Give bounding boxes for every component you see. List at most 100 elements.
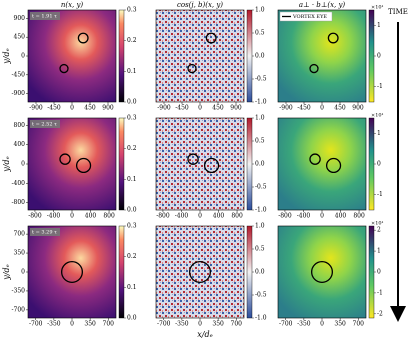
colorbar-tick-label: 0.1 xyxy=(127,68,137,75)
vortex-eye xyxy=(59,153,71,165)
y-tick-label: 350 xyxy=(14,250,26,257)
colorbar-tick-label: 1 xyxy=(377,248,381,255)
time-label: TIME xyxy=(388,8,408,16)
x-axis-label: x/dₑ xyxy=(197,330,212,339)
colorbar-tick-label: 0.5 xyxy=(255,246,265,253)
vortex-eye xyxy=(77,32,89,44)
x-tick-label: 450 xyxy=(84,105,96,112)
heatmap xyxy=(27,117,117,211)
x-tick-label: -450 xyxy=(175,105,189,112)
column-title: a⊥ · b⊥(x, y) xyxy=(299,1,346,9)
colorbar-tick-label: 0.5 xyxy=(255,138,265,145)
colorbar-tick-label: 0.0 xyxy=(255,53,265,60)
colorbar-tick-label: 2 xyxy=(377,227,381,234)
colorbar-tick-label: 1 xyxy=(377,130,381,137)
x-tick-label: 0 xyxy=(198,213,202,220)
colorbar xyxy=(368,117,375,211)
x-tick-label: 700 xyxy=(231,321,243,328)
colorbar-tick-label: -1 xyxy=(377,83,383,90)
colorbar xyxy=(368,225,375,319)
y-axis-label: y/dₑ xyxy=(2,48,11,64)
x-tick-label: 700 xyxy=(103,321,115,328)
colorbar-tick-label: -0.5 xyxy=(255,292,267,299)
colorbar-tick-label: 0.2 xyxy=(127,145,137,152)
x-tick-label: -900 xyxy=(29,105,43,112)
x-tick-label: -450 xyxy=(297,105,311,112)
vortex-eye xyxy=(187,63,197,74)
vortex-eye xyxy=(325,157,342,174)
x-tick-label: -350 xyxy=(47,321,61,328)
x-tick-label: -700 xyxy=(279,321,293,328)
colorbar-tick-label: 0 xyxy=(377,269,381,276)
vortex-eye xyxy=(327,32,339,44)
x-tick-label: 450 xyxy=(212,105,224,112)
heatmap xyxy=(155,225,245,319)
colorbar-tick-label: 0 xyxy=(377,53,381,60)
y-tick-label: -700 xyxy=(12,306,26,313)
x-tick-label: 800 xyxy=(231,213,243,220)
x-tick-label: 0 xyxy=(320,213,324,220)
colorbar-tick-label: -2 xyxy=(377,310,383,317)
x-tick-label: 0 xyxy=(198,321,202,328)
x-tick-label: -350 xyxy=(297,321,311,328)
x-tick-label: 350 xyxy=(212,321,224,328)
colorbar-tick-label: 0.0 xyxy=(255,161,265,168)
y-axis-label: y/dₑ xyxy=(2,264,11,280)
x-tick-label: -900 xyxy=(157,105,171,112)
colorbar-tick-label: 1 xyxy=(377,22,381,29)
colorbar-tick-label: 0.1 xyxy=(127,284,137,291)
y-tick-label: 0 xyxy=(21,161,25,168)
y-tick-label: -400 xyxy=(12,180,26,187)
time-badge xyxy=(30,120,60,128)
colorbar-tick-label: 0.5 xyxy=(255,30,265,37)
x-tick-label: 0 xyxy=(320,321,324,328)
column-title: cos(j, b)(x, y) xyxy=(177,1,223,9)
colorbar-tick-label: 0.3 xyxy=(127,223,137,230)
heatmap xyxy=(277,225,367,319)
x-tick-label: 0 xyxy=(320,105,324,112)
time-stamp: t = 2.52 τ xyxy=(32,122,57,128)
colorbar-tick-label: -1.0 xyxy=(255,315,267,322)
y-tick-label: 0 xyxy=(21,269,25,276)
vortex-eye xyxy=(187,153,199,165)
vortex-eye xyxy=(59,63,69,74)
x-tick-label: -450 xyxy=(47,105,61,112)
x-tick-label: 700 xyxy=(353,321,365,328)
legend-label: VORTEX EYE xyxy=(292,14,327,20)
x-tick-label: -700 xyxy=(29,321,43,328)
x-tick-label: -800 xyxy=(28,213,42,220)
y-tick-label: 800 xyxy=(14,122,26,129)
colorbar xyxy=(368,9,375,103)
colorbar-tick-label: -1.0 xyxy=(255,99,267,106)
x-tick-label: 400 xyxy=(85,213,97,220)
y-tick-label: -350 xyxy=(12,287,26,294)
x-tick-label: 900 xyxy=(230,105,242,112)
x-tick-label: -400 xyxy=(175,213,189,220)
x-tick-label: -700 xyxy=(157,321,171,328)
heatmap xyxy=(277,117,367,211)
colorbar-tick-label: 0 xyxy=(377,161,381,168)
y-tick-label: 900 xyxy=(14,15,26,22)
colorbar-tick-label: 0.0 xyxy=(127,207,137,214)
x-tick-label: -900 xyxy=(279,105,293,112)
colorbar-tick-label: 0.0 xyxy=(127,99,137,106)
heatmap xyxy=(277,9,367,103)
y-tick-label: 450 xyxy=(14,34,26,41)
x-tick-label: 800 xyxy=(353,213,365,220)
colorbar-tick-label: 1.0 xyxy=(255,223,265,230)
x-tick-label: 800 xyxy=(103,213,115,220)
colorbar xyxy=(246,9,253,103)
x-tick-label: 0 xyxy=(70,321,74,328)
colorbar-tick-label: -1 xyxy=(377,191,383,198)
vortex-eye xyxy=(60,260,84,284)
y-tick-label: 700 xyxy=(14,231,26,238)
vortex-eye xyxy=(75,157,92,174)
vortex-eye xyxy=(309,63,319,74)
y-tick-label: 400 xyxy=(14,141,26,148)
vortex-eye xyxy=(309,153,321,165)
colorbar-tick-label: 0.2 xyxy=(127,37,137,44)
heatmap xyxy=(155,9,245,103)
x-tick-label: -400 xyxy=(297,213,311,220)
heatmap xyxy=(27,9,117,103)
